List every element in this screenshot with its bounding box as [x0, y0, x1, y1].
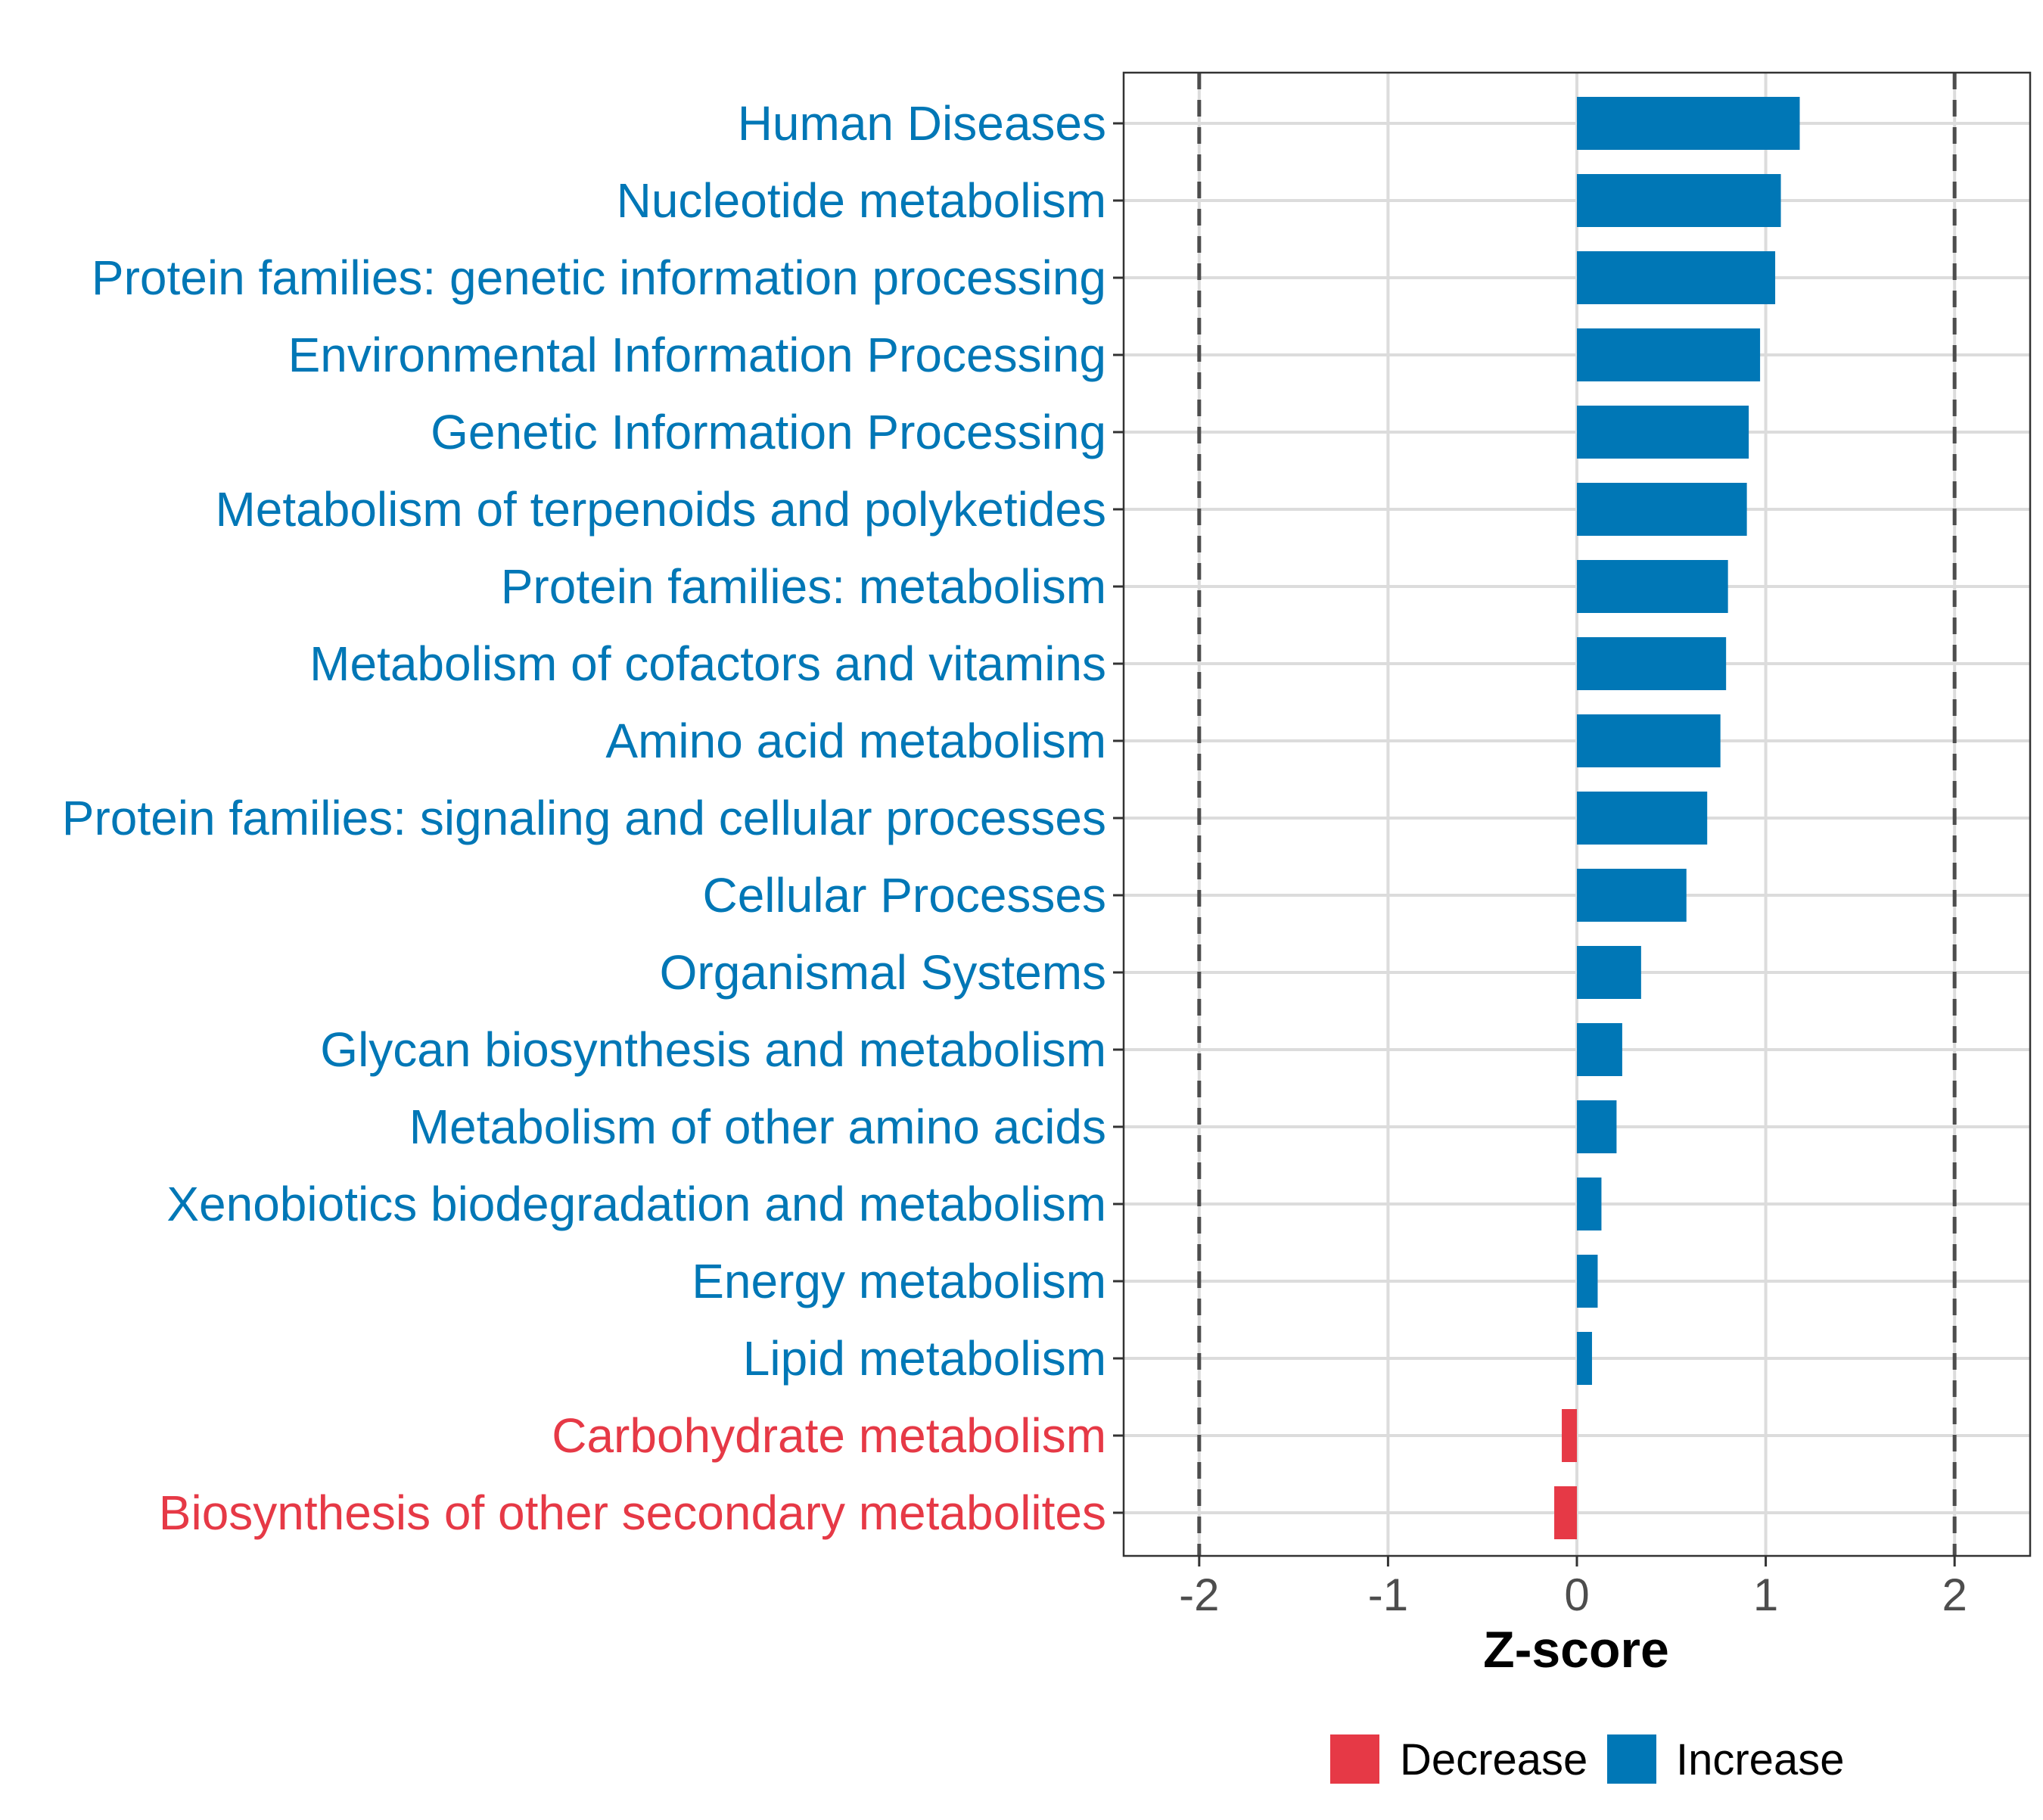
category-label: Metabolism of other amino acids: [409, 1100, 1106, 1154]
category-label: Metabolism of terpenoids and polyketides: [215, 482, 1106, 537]
category-label: Xenobiotics biodegradation and metabolis…: [166, 1177, 1106, 1231]
bar: [1577, 251, 1776, 304]
x-axis-tick-labels: -2 -1 0 1 2: [1179, 1570, 1967, 1620]
bar: [1554, 1486, 1577, 1539]
category-label: Environmental Information Processing: [288, 328, 1106, 382]
bar: [1577, 1332, 1592, 1385]
legend-label-increase: Increase: [1676, 1735, 1844, 1784]
category-label: Organismal Systems: [660, 945, 1106, 1000]
category-label: Energy metabolism: [692, 1254, 1106, 1308]
reference-lines: [1197, 73, 1957, 1556]
category-label: Protein families: metabolism: [501, 559, 1106, 614]
category-label: Protein families: genetic information pr…: [92, 250, 1106, 305]
x-tick-label: -2: [1179, 1570, 1219, 1620]
bar: [1577, 1023, 1622, 1076]
x-tick-label: -1: [1368, 1570, 1408, 1620]
bar: [1577, 97, 1800, 150]
category-labels: Human Diseases Nucleotide metabolism Prote…: [62, 96, 1106, 1540]
category-label: Human Diseases: [738, 96, 1106, 151]
x-tick-label: 0: [1564, 1570, 1589, 1620]
bars-layer: [1554, 97, 1800, 1539]
category-label: Cellular Processes: [702, 868, 1106, 922]
category-label: Metabolism of cofactors and vitamins: [309, 636, 1106, 691]
bar: [1577, 560, 1728, 613]
legend-swatch-decrease: [1330, 1734, 1379, 1784]
bar: [1577, 406, 1749, 459]
x-tick-label: 2: [1942, 1570, 1967, 1620]
category-label: Biosynthesis of other secondary metaboli…: [159, 1486, 1106, 1540]
legend: Decrease Increase: [1330, 1734, 1844, 1784]
x-axis-title: Z-score: [1483, 1621, 1669, 1678]
legend-swatch-increase: [1607, 1734, 1656, 1784]
y-axis-ticks: [1113, 122, 1124, 1514]
bar: [1577, 483, 1747, 536]
bar: [1577, 792, 1708, 845]
legend-label-decrease: Decrease: [1400, 1735, 1587, 1784]
bar: [1577, 1100, 1617, 1153]
category-label: Glycan biosynthesis and metabolism: [320, 1022, 1106, 1077]
x-tick-label: 1: [1753, 1570, 1778, 1620]
x-axis-ticks: [1198, 1556, 1956, 1566]
bar: [1577, 328, 1761, 381]
bar: [1577, 637, 1727, 690]
bar: [1577, 1178, 1602, 1230]
bar: [1562, 1409, 1577, 1462]
bar: [1577, 1255, 1598, 1308]
bar: [1577, 869, 1687, 922]
category-label: Carbohydrate metabolism: [552, 1408, 1106, 1463]
category-label: Lipid metabolism: [743, 1331, 1106, 1386]
bar: [1577, 946, 1641, 999]
bar: [1577, 714, 1721, 767]
category-label: Nucleotide metabolism: [617, 173, 1106, 228]
category-label: Genetic Information Processing: [431, 405, 1106, 459]
bar: [1577, 174, 1781, 227]
category-label: Protein families: signaling and cellular…: [62, 791, 1106, 845]
category-label: Amino acid metabolism: [605, 714, 1106, 768]
